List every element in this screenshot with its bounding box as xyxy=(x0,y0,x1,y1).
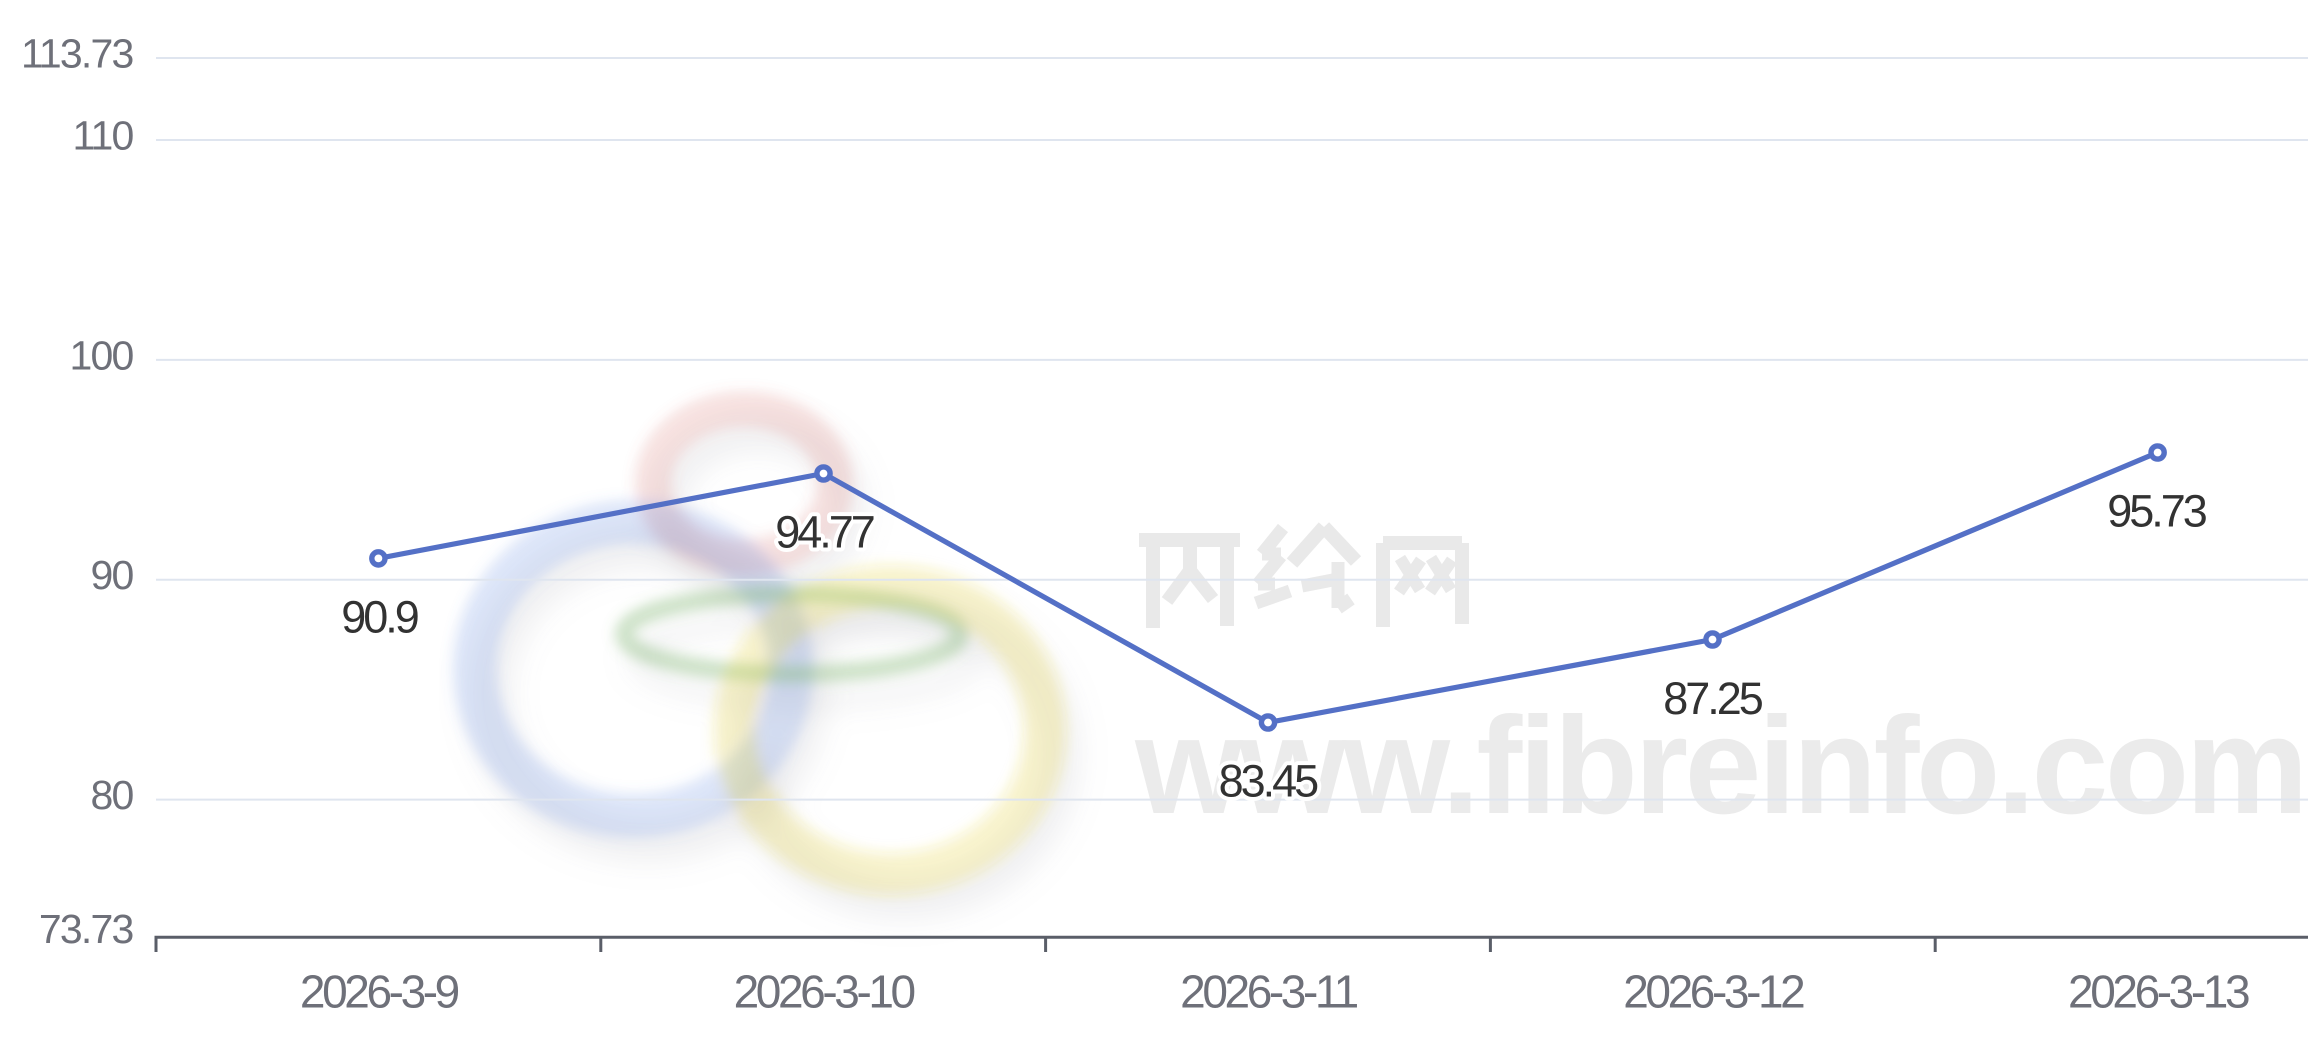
svg-text:100: 100 xyxy=(69,332,133,378)
svg-text:95.73: 95.73 xyxy=(2107,486,2207,537)
svg-text:2026-3-13: 2026-3-13 xyxy=(2068,966,2249,1018)
svg-text:2026-3-12: 2026-3-12 xyxy=(1623,966,1804,1018)
svg-text:94.77: 94.77 xyxy=(775,507,874,558)
svg-text:2026-3-11: 2026-3-11 xyxy=(1180,966,1358,1018)
svg-text:110: 110 xyxy=(73,113,134,159)
svg-text:90: 90 xyxy=(90,552,133,598)
svg-text:90.9: 90.9 xyxy=(341,592,418,643)
svg-text:113.73: 113.73 xyxy=(21,31,133,77)
svg-text:80: 80 xyxy=(90,772,133,818)
svg-text:www.fibreinfo.com: www.fibreinfo.com xyxy=(1134,689,2305,843)
svg-text:2026-3-9: 2026-3-9 xyxy=(300,966,459,1018)
svg-text:2026-3-10: 2026-3-10 xyxy=(734,966,915,1018)
svg-text:73.73: 73.73 xyxy=(39,906,133,952)
svg-text:87.25: 87.25 xyxy=(1663,673,1763,724)
svg-text:83.45: 83.45 xyxy=(1219,756,1319,807)
